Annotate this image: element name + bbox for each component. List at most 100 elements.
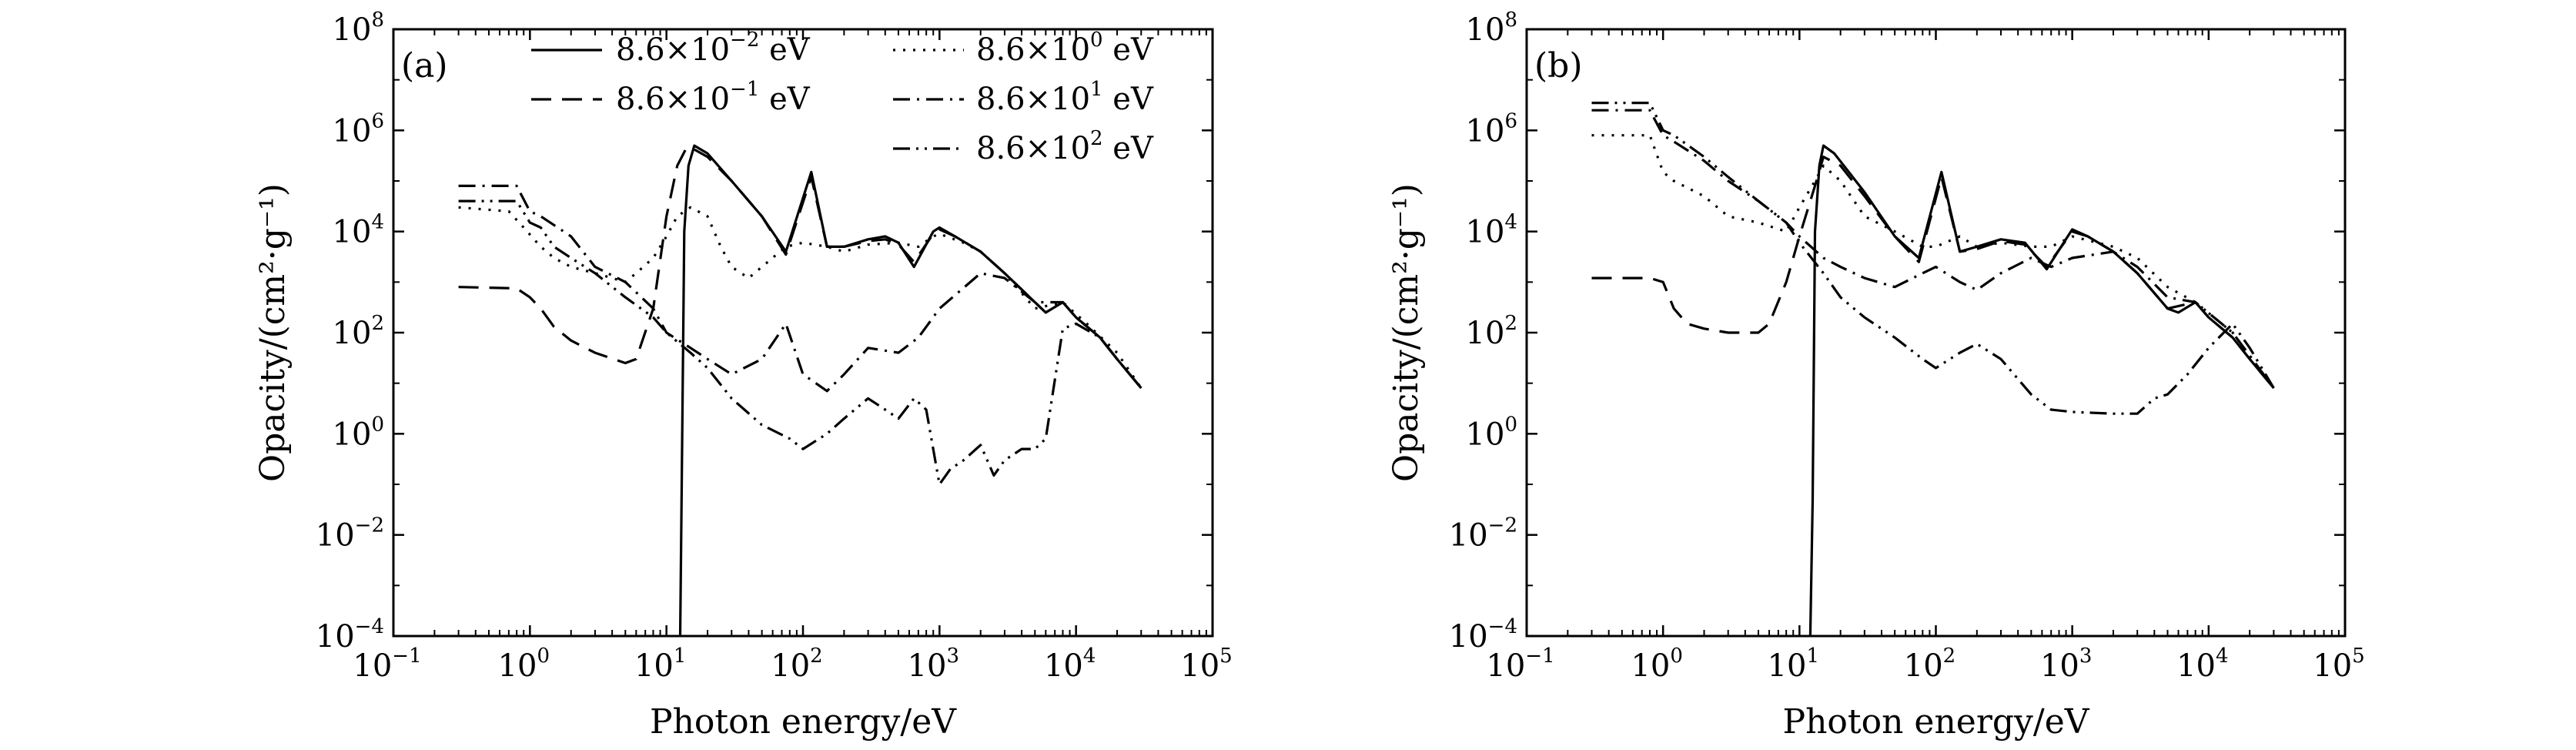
x-tick-exponent: 0 — [1670, 645, 1683, 668]
legend-exponent: 0 — [1090, 28, 1103, 52]
x-tick-label: 104 — [2176, 645, 2228, 684]
panel-a: 10−1 100 101 102 103 104 10510−410−21001021041… — [253, 8, 1233, 742]
plot-frame — [392, 28, 1214, 638]
series-line-dashdot — [458, 184, 1142, 393]
x-tick-base: 10 — [1044, 648, 1083, 684]
x-tick-exponent: 1 — [1807, 645, 1820, 668]
x-tick-exponent: 1 — [674, 645, 687, 668]
y-tick-base: 10 — [316, 518, 355, 554]
series-line-dot — [1591, 134, 2275, 389]
series-line-dashdotdot — [458, 199, 1142, 486]
y-tick-label: 10−2 — [1449, 514, 1517, 554]
y-tick-label: 102 — [1466, 312, 1517, 351]
series-line-dashdot — [1591, 109, 2275, 389]
y-tick-exponent: 0 — [1504, 413, 1517, 436]
x-tick-base: 10 — [2040, 648, 2079, 684]
y-tick-base: 10 — [333, 417, 372, 452]
x-tick-label: 100 — [498, 645, 550, 684]
x-tick-base: 10 — [908, 648, 947, 684]
series-line-dashdotdot — [1591, 102, 2275, 415]
y-tick-exponent: 6 — [371, 109, 384, 132]
y-tick-label: 100 — [1466, 413, 1517, 452]
series-line-solid — [678, 144, 1142, 636]
y-tick-exponent: −2 — [355, 514, 384, 537]
x-tick-exponent: 2 — [1943, 645, 1956, 668]
panel-label: (a) — [401, 46, 448, 85]
y-tick-exponent: 8 — [371, 8, 384, 32]
x-tick-base: 10 — [634, 648, 674, 684]
y-tick-base: 10 — [333, 215, 372, 250]
legend-exponent: 2 — [1090, 127, 1103, 150]
y-tick-exponent: 4 — [1504, 211, 1517, 234]
legend-unit: eV — [1103, 131, 1154, 166]
legend-mantissa: 8.6×10 — [616, 82, 730, 117]
x-tick-base: 10 — [1180, 648, 1219, 684]
x-tick-base: 10 — [498, 648, 537, 684]
x-tick-label: 103 — [908, 645, 959, 684]
y-axis-label: Opacity/(cm²·g⁻¹) — [253, 183, 293, 482]
series-group — [1591, 102, 2275, 636]
x-axis-label: Photon energy/eV — [1782, 702, 2089, 742]
panel-label: (b) — [1534, 46, 1583, 85]
legend-unit: eV — [1103, 82, 1154, 117]
y-tick-base: 10 — [1466, 113, 1505, 149]
x-tick-exponent: 4 — [1083, 645, 1096, 668]
series-line-dash — [458, 146, 1142, 390]
y-tick-exponent: −4 — [355, 615, 384, 638]
x-tick-base: 10 — [353, 648, 392, 684]
x-axis-label: Photon energy/eV — [650, 702, 957, 742]
x-tick-base: 10 — [2313, 648, 2352, 684]
legend-entry: 8.6×102 eV — [976, 127, 1154, 166]
legend-exponent: −1 — [730, 78, 759, 101]
x-tick-label: 100 — [1631, 645, 1682, 684]
x-tick-label: 10−1 — [353, 645, 421, 684]
x-tick-exponent: 4 — [2216, 645, 2229, 668]
x-tick-exponent: 5 — [1219, 645, 1233, 668]
x-tick-base: 10 — [771, 648, 810, 684]
y-tick-label: 10−4 — [1449, 615, 1517, 655]
y-tick-exponent: 2 — [371, 312, 384, 335]
legend-entry: 8.6×100 eV — [976, 28, 1154, 68]
x-tick-label: 101 — [634, 645, 686, 684]
y-tick-base: 10 — [1466, 215, 1505, 250]
series-line-dot — [458, 206, 1142, 389]
x-tick-exponent: 3 — [2079, 645, 2093, 668]
legend-exponent: −2 — [730, 28, 759, 52]
legend-entry: 8.6×10−1 eV — [616, 78, 811, 117]
y-tick-exponent: 6 — [1504, 109, 1517, 132]
x-tick-exponent: 5 — [2352, 645, 2365, 668]
y-tick-base: 10 — [333, 12, 372, 48]
x-tick-label: 101 — [1768, 645, 1819, 684]
legend-exponent: 1 — [1090, 78, 1103, 101]
y-tick-exponent: −4 — [1488, 615, 1517, 638]
y-tick-base: 10 — [1466, 316, 1505, 351]
y-tick-exponent: 2 — [1504, 312, 1517, 335]
y-tick-exponent: −2 — [1488, 514, 1517, 537]
x-tick-base: 10 — [1768, 648, 1807, 684]
y-tick-label: 104 — [1466, 211, 1517, 250]
x-tick-base: 10 — [1486, 648, 1525, 684]
x-tick-label: 105 — [1180, 645, 1232, 684]
series-group — [458, 144, 1142, 636]
y-tick-label: 106 — [1466, 109, 1517, 149]
x-tick-label: 105 — [2313, 645, 2364, 684]
x-tick-base: 10 — [1631, 648, 1670, 684]
legend-entry: 8.6×101 eV — [976, 78, 1154, 117]
x-tick-exponent: 3 — [947, 645, 960, 668]
x-tick-label: 103 — [2040, 645, 2092, 684]
panel-b: 10−1 100 101 102 103 104 10510−410−21001021041… — [1387, 8, 2365, 742]
y-tick-label: 10−2 — [316, 514, 384, 554]
x-tick-label: 102 — [1904, 645, 1955, 684]
series-line-dash — [1591, 156, 2275, 390]
legend-mantissa: 8.6×10 — [976, 82, 1090, 117]
x-tick-base: 10 — [2176, 648, 2216, 684]
x-tick-label: 10−1 — [1486, 645, 1554, 684]
legend-mantissa: 8.6×10 — [616, 32, 730, 68]
y-tick-base: 10 — [1466, 417, 1505, 452]
x-tick-exponent: 0 — [537, 645, 550, 668]
x-tick-exponent: 2 — [810, 645, 823, 668]
y-tick-base: 10 — [1449, 518, 1488, 554]
x-tick-exponent: −1 — [392, 645, 421, 668]
legend-mantissa: 8.6×10 — [976, 32, 1090, 68]
